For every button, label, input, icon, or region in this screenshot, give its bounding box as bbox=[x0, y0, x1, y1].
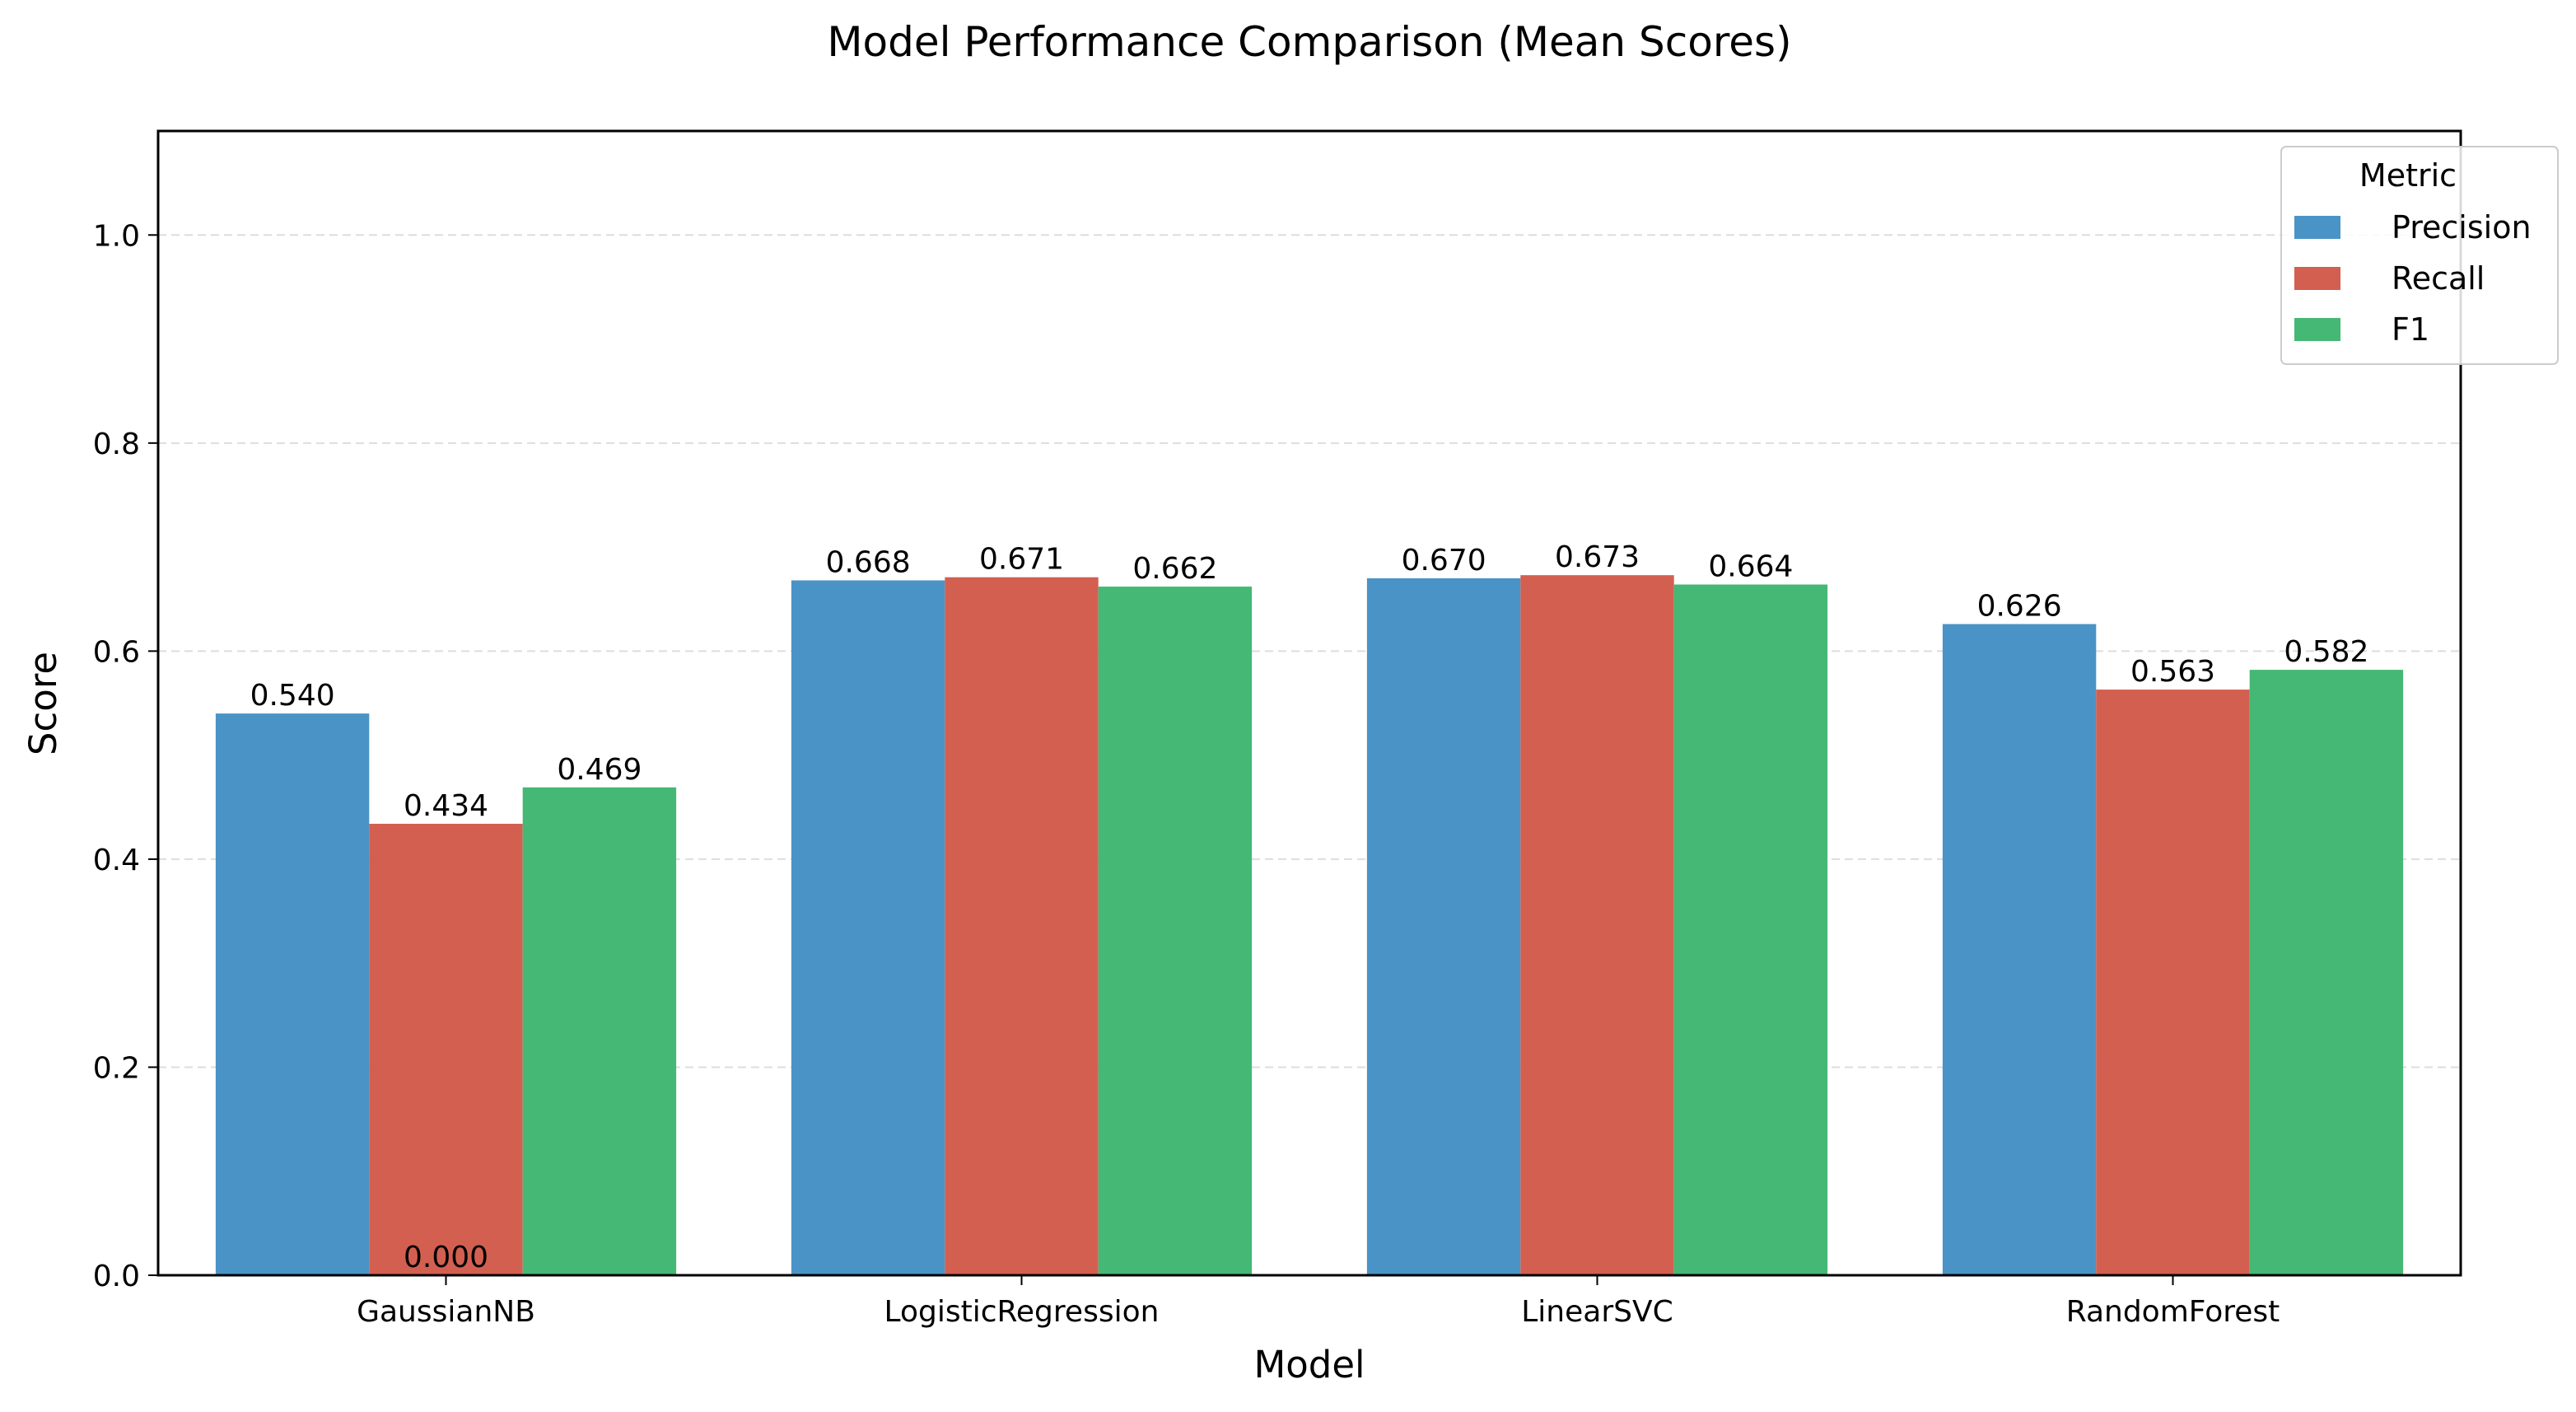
bar-value-label: 0.673 bbox=[1555, 540, 1640, 574]
x-tick-label: LinearSVC bbox=[1521, 1295, 1673, 1329]
y-axis: 0.0 0.2 0.4 0.6 0.8 1.0 bbox=[93, 219, 158, 1293]
bar-value-label: 0.662 bbox=[1132, 552, 1217, 586]
bar-precision bbox=[215, 713, 370, 1275]
bar-f1 bbox=[1673, 584, 1828, 1275]
y-tick-label: 1.0 bbox=[93, 219, 140, 253]
bar-value-label: 0.664 bbox=[1708, 550, 1793, 584]
bar-value-label: 0.563 bbox=[2130, 655, 2215, 689]
y-tick-label: 0.6 bbox=[93, 635, 140, 669]
bars bbox=[215, 575, 2404, 1275]
y-axis-title: Score bbox=[21, 652, 65, 755]
x-tick-label: GaussianNB bbox=[357, 1295, 535, 1329]
bar-value-label: 0.668 bbox=[826, 545, 911, 579]
legend-swatch-precision bbox=[2294, 216, 2340, 239]
bar-recall bbox=[2096, 690, 2250, 1275]
y-tick-label: 0.4 bbox=[93, 844, 140, 877]
legend-label: F1 bbox=[2392, 311, 2429, 348]
x-axis: GaussianNB LogisticRegression LinearSVC Ran… bbox=[357, 1275, 2280, 1329]
bar-value-label: 0.469 bbox=[557, 753, 642, 787]
data-labels: 0.540 0.668 0.670 0.626 0.434 0.671 0.673 0.563… bbox=[250, 540, 2369, 1274]
legend-box bbox=[2280, 146, 2559, 365]
bar-precision bbox=[791, 580, 945, 1275]
legend: Metric Precision Recall F1 bbox=[2280, 146, 2559, 365]
bar-value-label: 0.582 bbox=[2284, 635, 2368, 669]
legend-items: Precision Recall F1 bbox=[2294, 209, 2532, 348]
bar-recall bbox=[945, 577, 1099, 1275]
legend-title: Metric bbox=[2359, 157, 2457, 194]
bar-recall bbox=[369, 823, 523, 1275]
bar-f1 bbox=[522, 787, 677, 1275]
y-tick-label: 0.0 bbox=[93, 1260, 140, 1293]
bar-value-label: 0.671 bbox=[979, 543, 1064, 577]
annotation-label: 0.000 bbox=[404, 1241, 488, 1274]
plot-frame bbox=[156, 129, 2462, 1277]
x-tick-label: LogisticRegression bbox=[884, 1295, 1160, 1329]
y-tick-label: 0.8 bbox=[93, 428, 140, 461]
bar-value-label: 0.626 bbox=[1977, 590, 2062, 624]
legend-label: Recall bbox=[2392, 260, 2485, 297]
legend-swatch-f1 bbox=[2294, 318, 2340, 341]
bar-precision bbox=[1942, 624, 2097, 1275]
legend-label: Precision bbox=[2392, 209, 2532, 245]
bar-f1 bbox=[1098, 587, 1253, 1275]
bar-precision bbox=[1366, 577, 1521, 1275]
x-axis-title: Model bbox=[1253, 1343, 1365, 1386]
chart-title: Model Performance Comparison (Mean Score… bbox=[827, 18, 1791, 66]
bar-f1 bbox=[2249, 670, 2404, 1275]
legend-swatch-recall bbox=[2294, 267, 2340, 290]
bar-value-label: 0.670 bbox=[1402, 544, 1486, 577]
y-tick-label: 0.2 bbox=[93, 1051, 140, 1085]
bar-recall bbox=[1520, 575, 1674, 1275]
bar-value-label: 0.540 bbox=[250, 679, 335, 713]
x-tick-label: RandomForest bbox=[2066, 1295, 2280, 1329]
bar-value-label: 0.434 bbox=[404, 789, 488, 823]
